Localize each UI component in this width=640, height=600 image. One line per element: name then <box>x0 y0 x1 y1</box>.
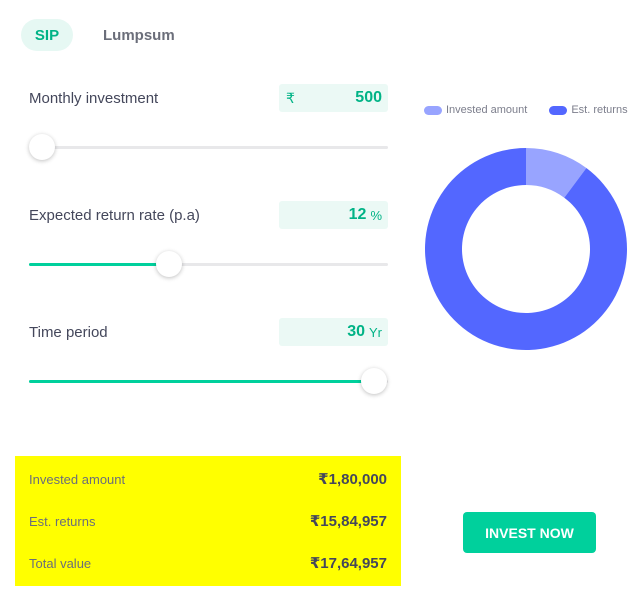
monthly-investment-slider-thumb[interactable] <box>29 134 55 160</box>
legend-item-invested: Invested amount <box>424 104 527 116</box>
total-value-label: Total value <box>29 555 92 571</box>
donut-slice-returns <box>425 148 627 350</box>
invest-now-button[interactable]: INVEST NOW <box>463 512 596 553</box>
time-period-slider[interactable] <box>29 368 388 394</box>
est-returns-value: ₹15,84,957 <box>309 513 387 530</box>
results-summary: Invested amount ₹1,80,000 Est. returns ₹… <box>15 456 401 586</box>
est-returns-row: Est. returns ₹15,84,957 <box>29 512 387 530</box>
legend-label-returns: Est. returns <box>571 104 628 116</box>
est-returns-label: Est. returns <box>29 513 96 529</box>
return-rate-value: 12 <box>348 206 367 223</box>
years-suffix: Yr <box>369 324 382 340</box>
return-rate-input[interactable]: 12 % <box>279 201 388 229</box>
chart-legend: Invested amount Est. returns <box>424 104 628 116</box>
legend-label-invested: Invested amount <box>446 104 528 116</box>
time-period-label: Time period <box>29 324 108 341</box>
donut-slice-invested <box>526 148 587 198</box>
percent-suffix: % <box>370 207 382 223</box>
return-rate-slider-fill <box>29 263 169 266</box>
return-rate-slider-thumb[interactable] <box>156 251 182 277</box>
calculator-tabs: SIP Lumpsum <box>21 19 175 51</box>
monthly-investment-slider[interactable] <box>29 134 388 160</box>
invested-amount-row: Invested amount ₹1,80,000 <box>29 470 387 488</box>
invested-amount-label: Invested amount <box>29 471 126 487</box>
monthly-investment-input[interactable]: ₹ 500 <box>279 84 388 112</box>
total-value-row: Total value ₹17,64,957 <box>29 554 387 572</box>
time-period-input[interactable]: 30 Yr <box>279 318 388 346</box>
return-rate-label: Expected return rate (p.a) <box>29 207 200 224</box>
time-period-slider-fill <box>29 380 374 383</box>
monthly-investment-label: Monthly investment <box>29 90 159 107</box>
monthly-investment-value: 500 <box>355 89 382 106</box>
legend-item-returns: Est. returns <box>549 104 628 116</box>
tab-lumpsum[interactable]: Lumpsum <box>103 26 175 44</box>
tab-sip[interactable]: SIP <box>21 19 73 51</box>
return-rate-slider[interactable] <box>29 251 388 277</box>
time-period-slider-thumb[interactable] <box>360 368 387 394</box>
donut-chart <box>425 148 627 350</box>
rupee-prefix: ₹ <box>286 89 295 106</box>
total-value-value: ₹17,64,957 <box>309 555 387 572</box>
invested-amount-value: ₹1,80,000 <box>318 471 387 488</box>
legend-swatch-returns <box>549 105 568 115</box>
time-period-value: 30 <box>347 323 365 340</box>
legend-swatch-invested <box>424 105 442 115</box>
